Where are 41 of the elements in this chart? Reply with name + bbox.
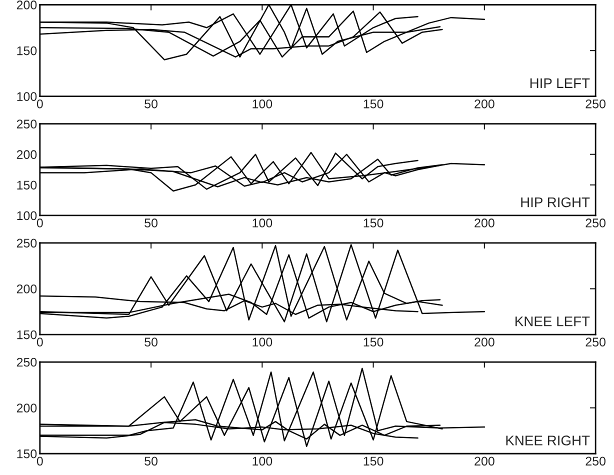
x-tick-label: 150: [364, 99, 384, 108]
x-tick-label: 50: [144, 218, 158, 228]
x-tick-label: 150: [364, 218, 384, 228]
x-tick-label: 100: [252, 218, 272, 228]
y-tick-label: 200: [16, 0, 37, 10]
annotation: HIP LEFT: [530, 78, 590, 88]
x-tick-label: 100: [252, 338, 272, 346]
x-tick-label: 50: [144, 456, 158, 466]
x-tick-label: 200: [474, 99, 494, 108]
y-tick-label: 200: [16, 404, 37, 412]
x-tick-label: 200: [474, 218, 494, 228]
x-tick-label: 250: [586, 99, 606, 108]
x-tick-label: 250: [586, 456, 606, 466]
x-tick-label: 150: [364, 456, 384, 466]
y-tick-label: 200: [16, 150, 37, 160]
annotation: KNEE LEFT: [516, 316, 590, 326]
x-tick-label: 100: [252, 456, 272, 466]
y-tick-label: 250: [16, 120, 37, 128]
y-tick-label: 150: [17, 449, 37, 458]
x-tick-label: 0: [36, 99, 43, 108]
x-tick-label: 0: [36, 338, 43, 346]
x-tick-label: 50: [144, 99, 158, 108]
y-tick-label: 100: [17, 92, 37, 102]
y-tick-label: 150: [17, 46, 37, 56]
x-tick-label: 200: [474, 338, 494, 346]
y-tick-label: 250: [16, 238, 37, 248]
annotation: HIP RIGHT: [521, 197, 590, 208]
annotation: KNEE RIGHT: [506, 436, 590, 446]
y-tick-label: 250: [16, 358, 37, 367]
y-tick-label: 150: [17, 180, 37, 190]
x-tick-label: 100: [252, 99, 272, 108]
x-tick-label: 0: [36, 456, 43, 466]
x-tick-label: 0: [36, 218, 43, 228]
x-tick-label: 250: [586, 338, 606, 346]
y-tick-label: 100: [17, 211, 37, 220]
y-tick-label: 200: [16, 284, 37, 294]
x-tick-label: 50: [144, 338, 158, 346]
x-tick-label: 150: [364, 338, 384, 346]
x-tick-label: 200: [474, 456, 494, 466]
y-tick-label: 150: [17, 330, 37, 340]
x-tick-label: 250: [586, 218, 606, 228]
